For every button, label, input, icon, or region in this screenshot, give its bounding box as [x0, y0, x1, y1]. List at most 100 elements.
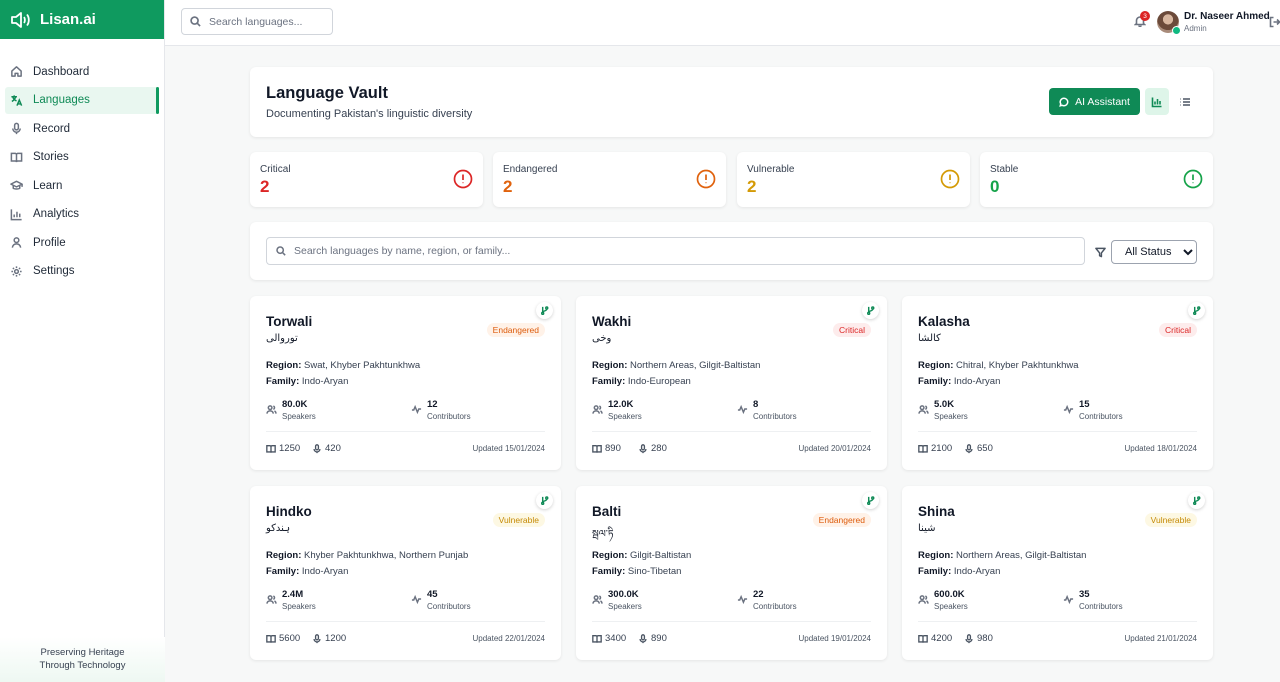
- speakers-label: Speakers: [282, 412, 316, 421]
- speakers-count: 2.4M: [282, 589, 304, 600]
- git-branch-icon: [866, 306, 875, 315]
- speakers-stat: 5.0K Speakers: [918, 399, 968, 421]
- record-branch-button[interactable]: [1188, 302, 1205, 319]
- sidebar-nav: Dashboard Languages Record Stories Learn…: [0, 58, 164, 285]
- contributors-count: 35: [1079, 589, 1090, 600]
- speakers-stat: 12.0K Speakers: [592, 399, 642, 421]
- record-branch-button[interactable]: [862, 302, 879, 319]
- language-card-shina[interactable]: Shina شینا Vulnerable Region: Northern A…: [902, 486, 1213, 660]
- sidebar-item-analytics[interactable]: Analytics: [5, 201, 159, 228]
- top-search-box[interactable]: [181, 8, 333, 35]
- sidebar-item-label: Analytics: [33, 208, 80, 220]
- book-icon: [592, 444, 602, 453]
- speakers-label: Speakers: [282, 602, 316, 611]
- region-label: Region:: [266, 360, 302, 371]
- stat-card-vulnerable: Vulnerable 2: [737, 152, 970, 207]
- recordings-count-stat: 280: [638, 443, 667, 454]
- family-line: Family: Indo-European: [592, 376, 691, 387]
- stat-label: Vulnerable: [747, 164, 795, 175]
- recordings-count: 980: [977, 633, 993, 644]
- record-branch-button[interactable]: [536, 302, 553, 319]
- contributors-stat: 22 Contributors: [737, 589, 797, 611]
- language-card-hindko[interactable]: Hindko ہندکو Vulnerable Region: Khyber P…: [250, 486, 561, 660]
- list-view-toggle[interactable]: [1173, 88, 1197, 115]
- speakers-label: Speakers: [934, 412, 968, 421]
- recordings-count-stat: 980: [964, 633, 993, 644]
- updated-date: Updated 21/01/2024: [1124, 634, 1197, 643]
- family-label: Family:: [918, 566, 952, 577]
- activity-icon: [411, 404, 422, 415]
- language-name: Torwali: [266, 314, 313, 329]
- user-icon: [11, 237, 22, 248]
- sidebar-item-learn[interactable]: Learn: [5, 172, 159, 199]
- language-card-balti[interactable]: Balti སྦལ་ཏི Endangered Region: Gilgit-B…: [576, 486, 887, 660]
- avatar[interactable]: [1157, 11, 1181, 35]
- family-label: Family:: [918, 376, 952, 387]
- sidebar-item-label: Stories: [33, 151, 69, 163]
- logout-button[interactable]: [1269, 15, 1280, 33]
- updated-date: Updated 22/01/2024: [472, 634, 545, 643]
- notifications-button[interactable]: 3: [1133, 11, 1150, 28]
- stories-count: 2100: [931, 443, 953, 454]
- speakers-count: 80.0K: [282, 399, 308, 410]
- sidebar-item-label: Learn: [33, 179, 63, 192]
- activity-icon: [737, 594, 748, 605]
- activity-icon: [737, 404, 748, 415]
- recordings-count: 420: [325, 443, 341, 454]
- top-search-input[interactable]: [209, 15, 319, 28]
- contributors-label: Contributors: [753, 602, 797, 611]
- book-icon: [10, 152, 23, 162]
- updated-date: Updated 20/01/2024: [798, 444, 871, 453]
- users-icon: [918, 405, 929, 414]
- record-branch-button[interactable]: [536, 492, 553, 509]
- status-badge: Endangered: [812, 513, 871, 527]
- region-value: Khyber Pakhtunkhwa, Northern Punjab: [304, 550, 469, 561]
- chat-bubble-icon: [1059, 96, 1069, 107]
- status-filter-select[interactable]: All Status: [1111, 240, 1197, 264]
- status-badge: Vulnerable: [1144, 513, 1197, 527]
- sidebar-item-record[interactable]: Record: [5, 115, 159, 142]
- language-card-torwali[interactable]: Torwali توروالی Endangered Region: Swat,…: [250, 296, 561, 470]
- chart-view-toggle[interactable]: [1145, 88, 1169, 115]
- speakers-count: 12.0K: [608, 399, 634, 410]
- record-branch-button[interactable]: [1188, 492, 1205, 509]
- git-branch-icon: [1192, 496, 1201, 505]
- language-search-box[interactable]: [266, 237, 1085, 265]
- language-search-input[interactable]: [294, 245, 1074, 257]
- language-name: Hindko: [266, 504, 312, 519]
- footer-line: Through Technology: [39, 660, 126, 671]
- sidebar-item-settings[interactable]: Settings: [5, 258, 159, 285]
- language-native-script: སྦལ་ཏི: [592, 529, 614, 540]
- git-branch-icon: [866, 496, 875, 505]
- record-branch-button[interactable]: [862, 492, 879, 509]
- stories-count-stat: 5600: [266, 633, 300, 644]
- ai-assistant-button[interactable]: AI Assistant: [1049, 88, 1140, 115]
- sidebar-item-stories[interactable]: Stories: [5, 144, 159, 171]
- speakers-stat: 300.0K Speakers: [592, 589, 642, 611]
- stat-label: Endangered: [503, 164, 558, 175]
- sidebar-item-label: Languages: [33, 94, 90, 106]
- users-icon: [918, 595, 929, 604]
- sidebar-item-label: Record: [33, 122, 71, 135]
- brand-bar[interactable]: Lisan.ai: [0, 0, 164, 39]
- brand-name: Lisan.ai: [40, 11, 96, 28]
- language-native-script: کالشا: [918, 333, 941, 344]
- contributors-stat: 12 Contributors: [411, 399, 471, 421]
- region-label: Region:: [592, 360, 628, 371]
- mic-icon: [639, 443, 647, 453]
- language-native-script: ہندکو: [266, 523, 291, 534]
- sidebar-item-dashboard[interactable]: Dashboard: [5, 58, 159, 85]
- family-label: Family:: [266, 376, 300, 387]
- recordings-count-stat: 890: [638, 633, 667, 644]
- book-icon: [266, 444, 276, 453]
- language-card-kalasha[interactable]: Kalasha کالشا Critical Region: Chitral, …: [902, 296, 1213, 470]
- stories-count-stat: 3400: [592, 633, 626, 644]
- stat-value: 0: [990, 177, 1000, 196]
- mic-icon: [313, 633, 321, 643]
- bar-chart-icon: [10, 208, 22, 220]
- sidebar-item-profile[interactable]: Profile: [5, 229, 159, 256]
- language-card-wakhi[interactable]: Wakhi وخی Critical Region: Northern Area…: [576, 296, 887, 470]
- users-icon: [592, 405, 603, 414]
- family-line: Family: Indo-Aryan: [918, 376, 1000, 387]
- sidebar-item-languages[interactable]: Languages: [5, 86, 159, 114]
